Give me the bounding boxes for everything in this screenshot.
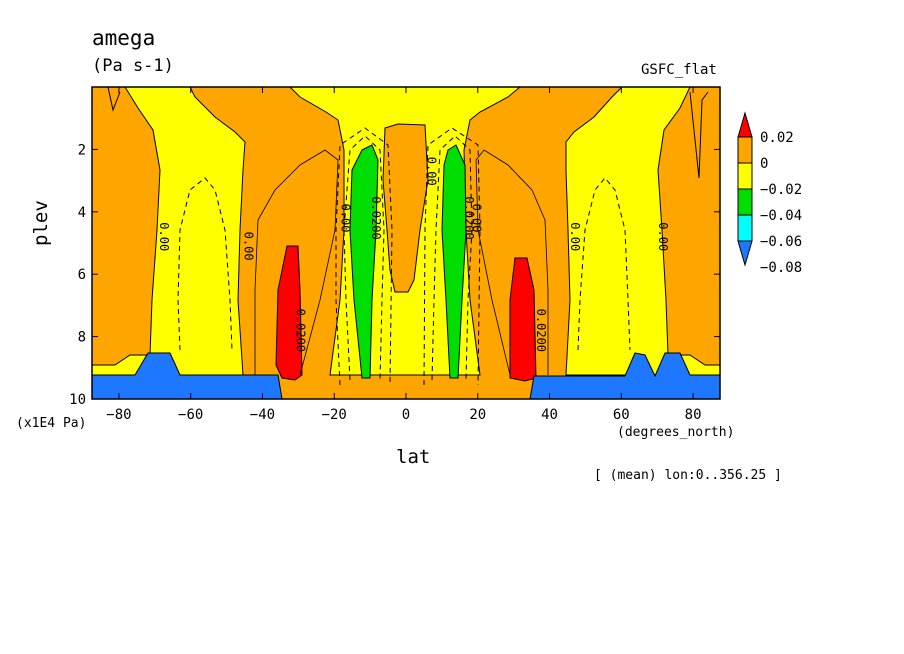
y-tick-label: 4 [78, 205, 86, 221]
y-tick-label: 10 [69, 392, 86, 408]
colorbar-segment [737, 214, 753, 242]
colorbar-segment [737, 136, 753, 164]
x-tick-label: −20 [322, 407, 347, 423]
dashed-contour [177, 177, 233, 351]
x-tick-label: 0 [402, 407, 410, 423]
dashed-contour [335, 127, 393, 386]
contour-label: 0.00 [157, 222, 171, 251]
x-tick-label: 20 [469, 407, 486, 423]
green-region-right [441, 144, 467, 379]
x-tick-label: 40 [541, 407, 558, 423]
colorbar-label: −0.04 [760, 208, 802, 224]
dashed-contour [423, 127, 481, 386]
x-tick-label: −80 [106, 407, 131, 423]
y-tick-label: 6 [78, 267, 86, 283]
colorbar-label: −0.06 [760, 234, 802, 250]
contour-label: 0.00 [568, 222, 582, 251]
x-tick-label: 60 [613, 407, 630, 423]
colorbar-top-arrow [737, 111, 753, 138]
red-region-left [275, 245, 303, 381]
x-unit-note: (degrees_north) [617, 425, 735, 440]
solid-contour [254, 149, 339, 376]
x-tick-label: 80 [685, 407, 702, 423]
x-axis-label: lat [396, 446, 431, 468]
units-label: (Pa s-1) [92, 56, 174, 76]
contour-label: 0.00 [425, 157, 439, 186]
y-tick-label: 8 [78, 330, 86, 346]
dashed-contours [177, 127, 631, 386]
colorbar: 0.02 0 −0.02 −0.04 −0.06 −0.08 [737, 111, 802, 276]
contour-label: 0.00 [656, 222, 670, 251]
chart-title: amega [92, 26, 156, 50]
contour-label: 0.00 [242, 232, 256, 261]
spike-right [689, 91, 709, 179]
contour-label: 0.0200 [294, 309, 308, 352]
solid-contours [254, 149, 549, 376]
dashed-contour [343, 135, 385, 381]
y-tick-label: 2 [78, 142, 86, 158]
x-tick-label: −60 [178, 407, 203, 423]
colorbar-label: −0.02 [760, 182, 802, 198]
colorbar-segment [737, 188, 753, 216]
red-region-right [509, 257, 537, 382]
colorbar-segment [737, 162, 753, 190]
contour-label: 0.00 [338, 204, 352, 233]
spike-left [107, 86, 121, 112]
y-scale-note: (x1E4 Pa) [16, 416, 87, 431]
orange-island-center [382, 123, 429, 293]
footer-note: [ (mean) lon:0..356.25 ] [594, 468, 782, 483]
contour-label: 0.00 [469, 204, 483, 233]
dashed-contour [577, 177, 631, 351]
colorbar-label: 0.02 [760, 130, 794, 146]
axes: −80 −60 −40 −20 0 20 40 60 80 2 4 6 8 10 [69, 87, 720, 423]
contour-label: 0.0200 [462, 196, 476, 239]
source-label: GSFC_flat [641, 62, 717, 78]
colorbar-bottom-arrow [737, 240, 753, 267]
solid-contour [475, 149, 549, 376]
plot-area [91, 86, 721, 400]
green-region-left [349, 144, 379, 379]
contour-label: 0.0200 [534, 309, 548, 352]
contour-label: 0.0200 [369, 196, 383, 239]
colorbar-label: 0 [760, 156, 768, 172]
x-tick-label: −40 [250, 407, 275, 423]
colorbar-label: −0.08 [760, 260, 802, 276]
dashed-contour [431, 135, 473, 381]
